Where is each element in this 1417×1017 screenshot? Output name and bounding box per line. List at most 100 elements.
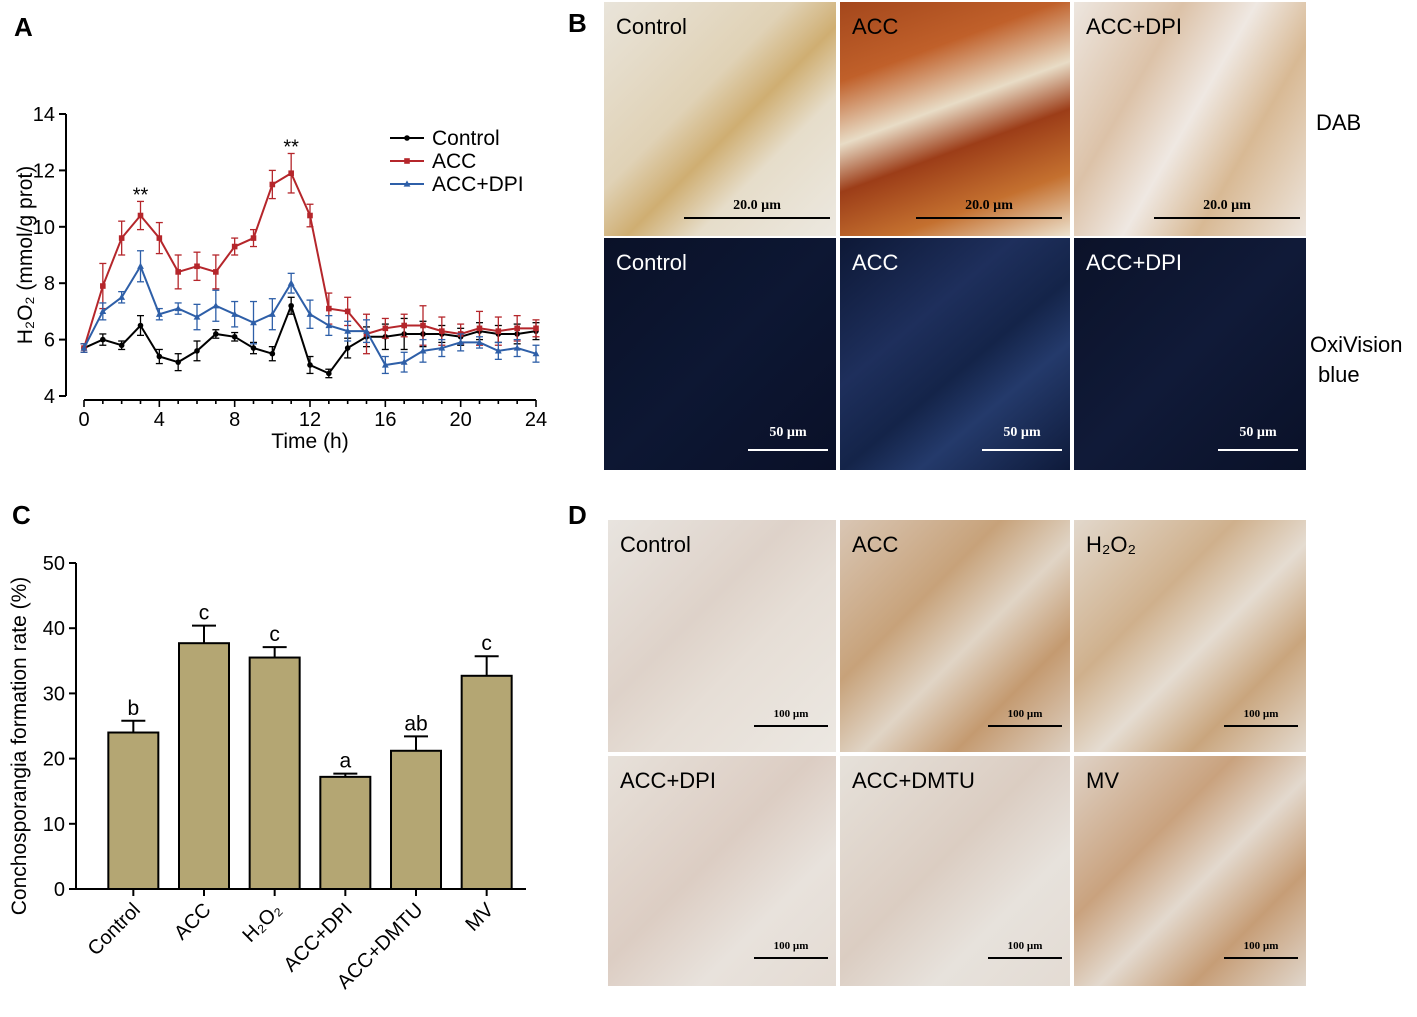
data-point [307,212,313,219]
data-point [118,293,126,300]
data-point [155,310,163,317]
scale-bar-label: 20.0 µm [733,198,781,213]
scale-bar [748,449,828,451]
y-tick-label: 10 [43,814,65,836]
scale-bar-label: 100 µm [773,940,809,952]
y-tick-label: 8 [44,273,55,295]
data-point [344,327,352,334]
micrograph-caption: ACC+DMTU [852,768,975,793]
panel-letter-b: B [568,8,587,38]
y-axis-title: Conchosporangia formation rate (%) [8,577,31,916]
micrograph-caption: ACC [852,532,899,557]
legend-label: ACC+DPI [432,173,524,196]
data-point [174,304,182,312]
data-point [288,302,294,309]
data-point [268,310,276,317]
data-point [137,212,144,219]
scale-bar-label: 50 µm [769,425,807,440]
data-point [213,331,219,337]
data-point [137,262,144,269]
panel-letter-a: A [14,12,33,42]
data-point [250,235,257,241]
scale-bar [754,957,828,959]
row-label-oxivision: OxiVision blue [1310,330,1403,390]
micrograph-d-control: Control 100 µm [608,520,836,752]
data-point [231,243,238,250]
data-point [476,338,483,346]
y-tick-label: 50 [43,553,65,575]
panel-letter-c: C [12,500,31,530]
scale-bar [754,725,828,727]
micrograph-dab-acc-dpi: ACC+DPI 20.0 µm [1074,2,1306,236]
scale-bar-label: 100 µm [1007,708,1043,720]
data-point [476,325,483,332]
significance-letter: c [199,602,210,625]
row-label-oxivision-line2: blue [1318,362,1360,387]
data-point [344,308,351,315]
data-point [307,362,313,368]
scale-bar [988,957,1062,959]
micrograph-caption: MV [1086,768,1119,793]
y-tick-label: 14 [33,104,55,126]
data-point [156,235,163,241]
micrograph-caption: Control [616,14,687,39]
significance-marker: ** [283,136,299,158]
micrograph-dab-control: Control 20.0 µm [604,2,836,236]
y-tick-label: 6 [44,330,55,352]
x-tick-label: H₂O₂ [238,899,286,947]
data-point [250,319,257,326]
micrograph-caption: H₂O₂ [1086,532,1137,557]
bar [248,656,301,890]
data-point [100,336,106,343]
data-point [250,345,257,351]
bar [178,642,230,890]
data-point [100,283,106,289]
y-tick-label: 20 [43,749,65,771]
data-point [118,342,125,349]
y-tick-label: 40 [43,618,65,640]
scale-bar-label: 20.0 µm [1203,198,1251,213]
y-tick-label: 30 [43,683,65,705]
data-point [194,348,200,354]
data-point [401,322,407,329]
significance-letter: c [481,632,492,655]
micrograph-caption: ACC [852,14,899,39]
micrograph-caption: ACC [852,250,899,275]
data-point [344,345,351,351]
data-point [287,279,295,286]
micrograph-caption: Control [616,250,687,275]
panel-letter-d: D [568,500,587,530]
data-point [137,322,144,329]
scale-bar-label: 100 µm [1007,940,1043,952]
x-axis-title: Time (h) [271,430,348,453]
row-label-oxivision-line1: OxiVision [1310,332,1403,357]
x-tick-label: 12 [299,409,321,431]
data-point [175,359,181,365]
legend-marker [404,135,410,141]
data-point [438,344,446,351]
bar [107,731,160,891]
data-point [400,358,408,365]
y-tick-label: 12 [33,160,55,182]
scale-bar-label: 50 µm [1239,425,1277,440]
scale-bar [684,217,830,219]
data-point [156,353,163,360]
micrograph-caption: ACC+DPI [1086,250,1182,275]
y-tick-label: 4 [44,386,55,408]
scale-bar [916,217,1062,219]
micrograph-d-acc-dpi: ACC+DPI 100 µm [608,756,836,986]
micrograph-oxivision-acc-dpi: ACC+DPI 50 µm [1074,238,1306,470]
data-point [80,344,88,351]
micrograph-d-mv: MV 100 µm [1074,756,1306,986]
micrograph-d-h2o2: H₂O₂ 100 µm [1074,520,1306,752]
micrograph-caption: ACC+DPI [620,768,716,793]
data-point [99,307,107,314]
y-tick-label: 0 [54,879,65,901]
x-tick-label: ACC [170,899,215,944]
data-point [193,313,201,320]
x-tick-label: 20 [450,409,472,431]
y-axis-title: H₂O₂ (mmol/g prot) [14,166,37,345]
scale-bar [982,449,1062,451]
